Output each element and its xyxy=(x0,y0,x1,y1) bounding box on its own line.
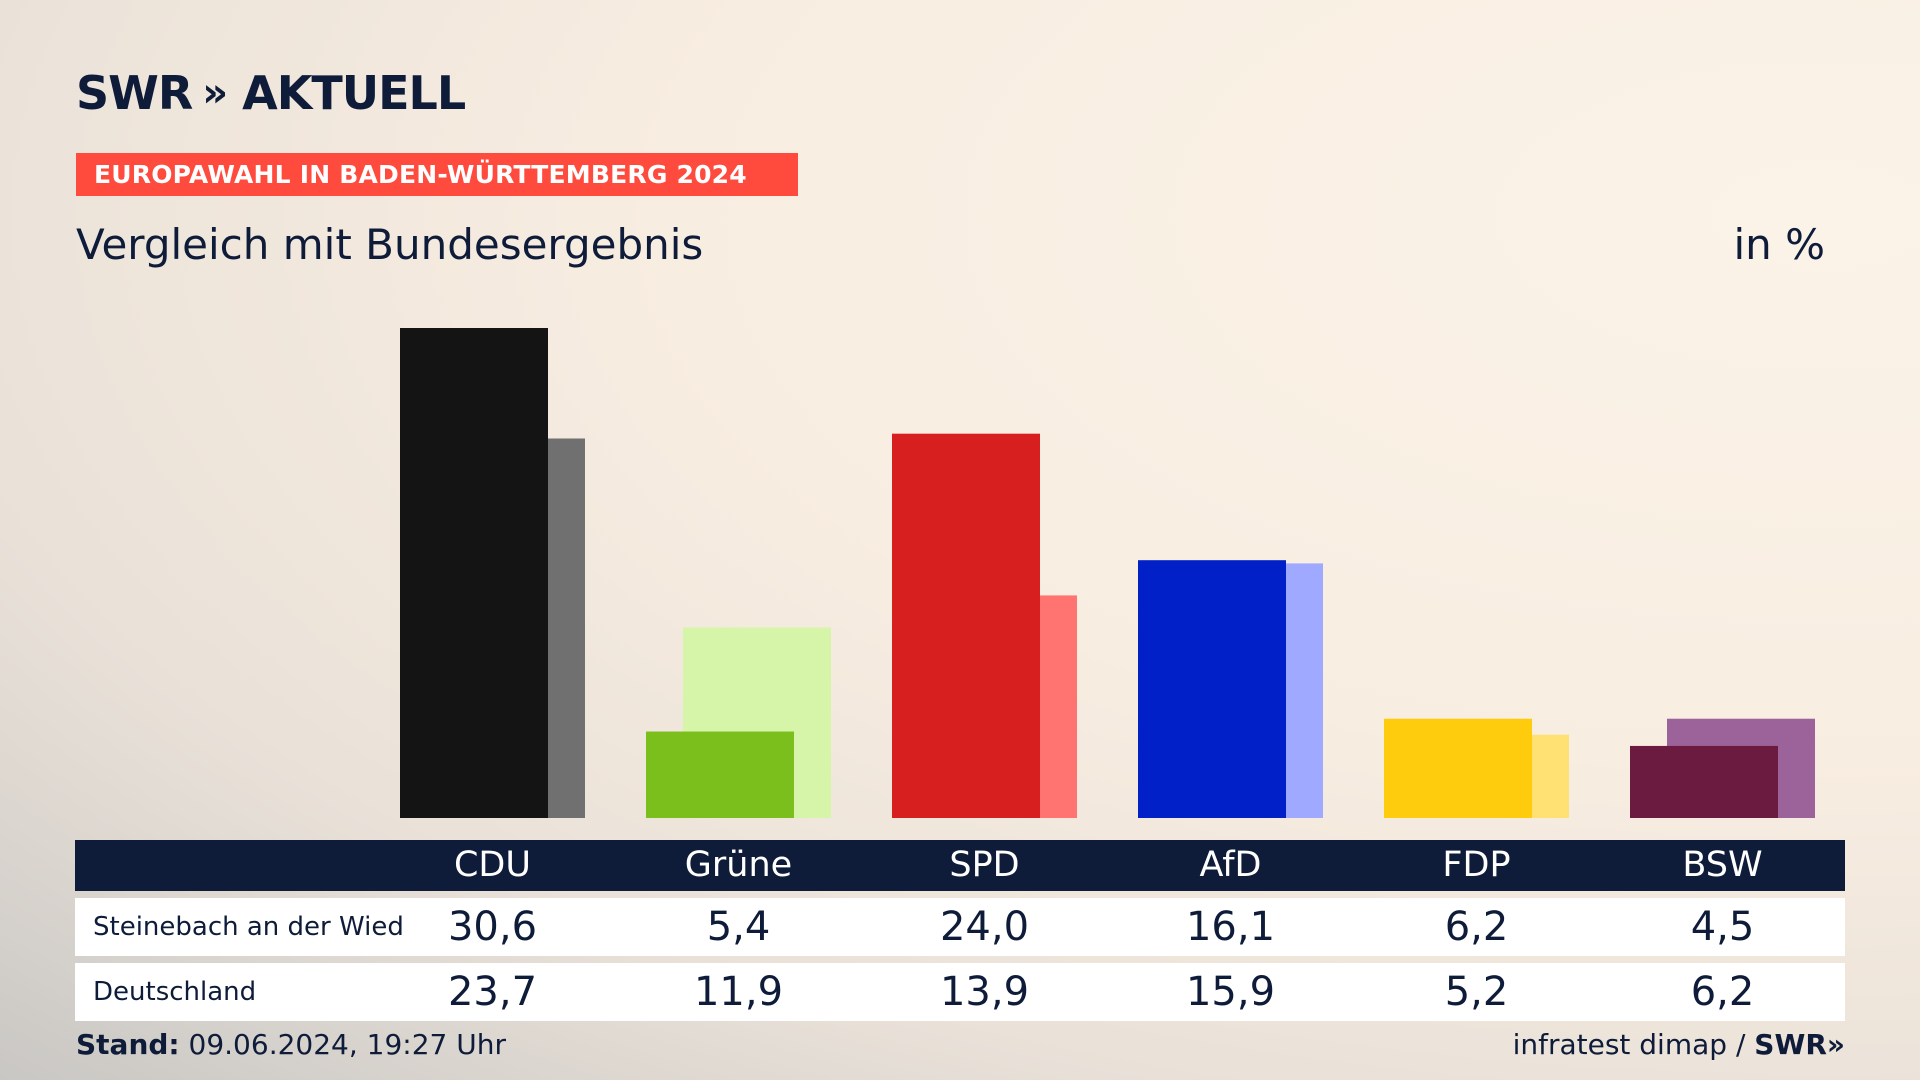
table-cell: 24,0 xyxy=(939,904,1030,950)
logo-aktuell-text: AKTUELL xyxy=(242,66,466,120)
timestamp: Stand: 09.06.2024, 19:27 Uhr xyxy=(76,1028,506,1061)
stand-label: Stand: xyxy=(76,1028,180,1061)
table-cell: 16,1 xyxy=(1185,904,1276,950)
bar-local-spd xyxy=(892,433,1040,818)
table-row: Steinebach an der Wied 30,6 5,4 24,0 16,1 6,… xyxy=(75,898,1845,956)
table-cell: 4,5 xyxy=(1690,904,1755,950)
table-cell: 13,9 xyxy=(939,969,1030,1015)
table-cell: 6,2 xyxy=(1444,904,1509,950)
chart-subtitle: Vergleich mit Bundesergebnis xyxy=(76,220,704,269)
bar-local-cdu xyxy=(400,328,548,818)
table-header-row: CDU Grüne SPD AfD FDP BSW xyxy=(75,840,1845,891)
source-credit: infratest dimap / SWR» xyxy=(1513,1028,1845,1061)
column-header: AfD xyxy=(1199,845,1262,885)
column-header: FDP xyxy=(1442,845,1511,885)
swr-aktuell-logo: SWR » AKTUELL xyxy=(76,66,466,120)
source-brand: SWR» xyxy=(1754,1028,1845,1061)
bar-local-grüne xyxy=(646,731,794,818)
logo-swr-text: SWR xyxy=(76,66,193,120)
column-header: Grüne xyxy=(684,845,793,885)
stand-value: 09.06.2024, 19:27 Uhr xyxy=(188,1028,506,1061)
bar-local-afd xyxy=(1138,560,1286,818)
table-cell: 15,9 xyxy=(1185,969,1276,1015)
election-banner: EUROPAWAHL IN BADEN-WÜRTTEMBERG 2024 xyxy=(76,153,798,196)
table-cell: 23,7 xyxy=(447,969,538,1015)
bar-local-fdp xyxy=(1384,718,1532,818)
results-table: CDU Grüne SPD AfD FDP BSW Steinebach an der W… xyxy=(75,840,1845,1021)
column-header: BSW xyxy=(1682,845,1763,885)
bar-local-bsw xyxy=(1630,745,1778,818)
table-cell: 5,2 xyxy=(1444,969,1509,1015)
bar-chart xyxy=(400,328,1815,818)
table-cell: 5,4 xyxy=(706,904,771,950)
table-cell: 11,9 xyxy=(693,969,784,1015)
table-row: Deutschland 23,7 11,9 13,9 15,9 5,2 6,2 xyxy=(75,963,1845,1021)
column-header: CDU xyxy=(453,845,531,885)
table-cell: 6,2 xyxy=(1690,969,1755,1015)
unit-label: in % xyxy=(1733,220,1825,269)
column-header: SPD xyxy=(949,845,1020,885)
row-label: Steinebach an der Wied xyxy=(93,912,404,942)
source-text: infratest dimap / xyxy=(1512,1028,1746,1061)
row-label: Deutschland xyxy=(93,977,257,1007)
table-cell: 30,6 xyxy=(447,904,538,950)
